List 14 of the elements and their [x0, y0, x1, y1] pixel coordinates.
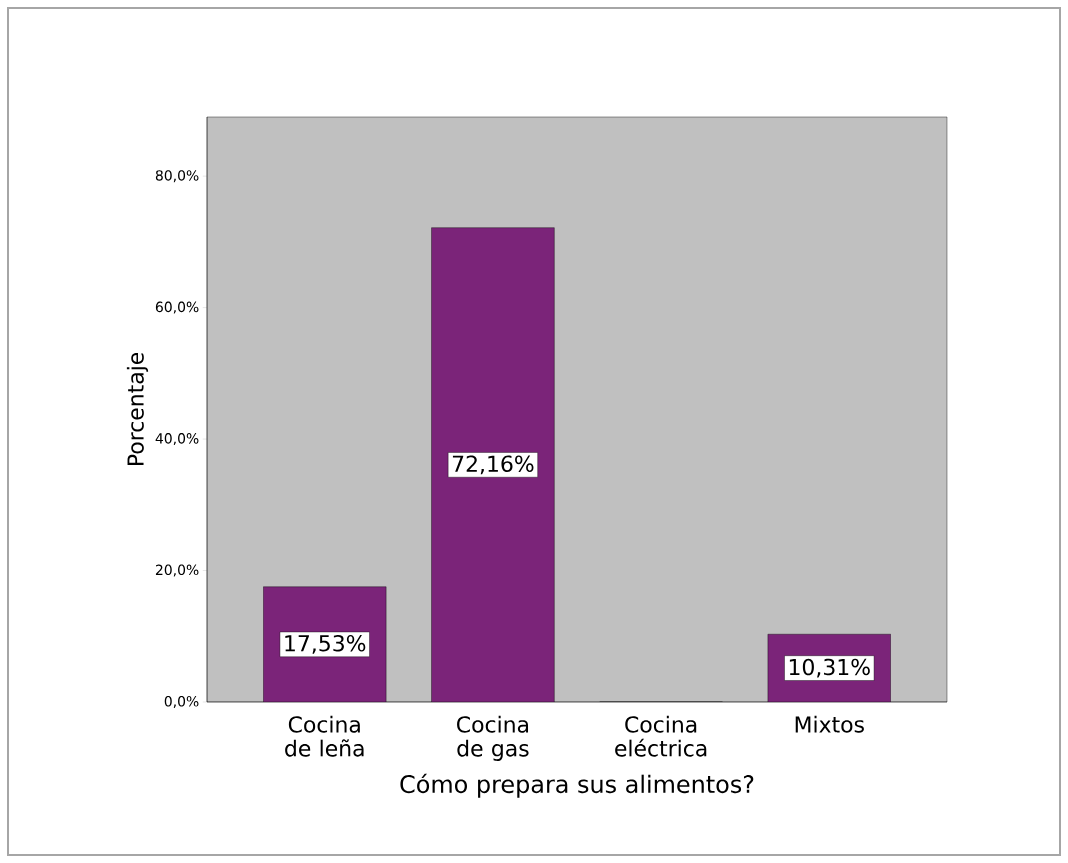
y-tick-label: 40,0%: [155, 433, 199, 446]
y-axis-title: Porcentaje: [126, 352, 149, 466]
data-label: 10,31%: [789, 658, 870, 678]
x-tick-label: Cocina de leña: [285, 715, 364, 757]
x-tick-label: Mixtos: [795, 715, 864, 733]
x-tick-label: Cocina de gas: [457, 715, 529, 761]
x-tick-label: Cocina eléctrica: [615, 715, 707, 757]
y-tick-label: 0,0%: [164, 695, 199, 708]
y-tick-label: 20,0%: [155, 564, 199, 577]
y-tick-label: 80,0%: [155, 170, 199, 183]
data-label: 72,16%: [452, 455, 534, 475]
data-label: 17,53%: [285, 634, 366, 654]
x-axis-title: Cómo prepara sus alimentos?: [400, 773, 754, 798]
y-tick-label: 60,0%: [155, 301, 199, 314]
